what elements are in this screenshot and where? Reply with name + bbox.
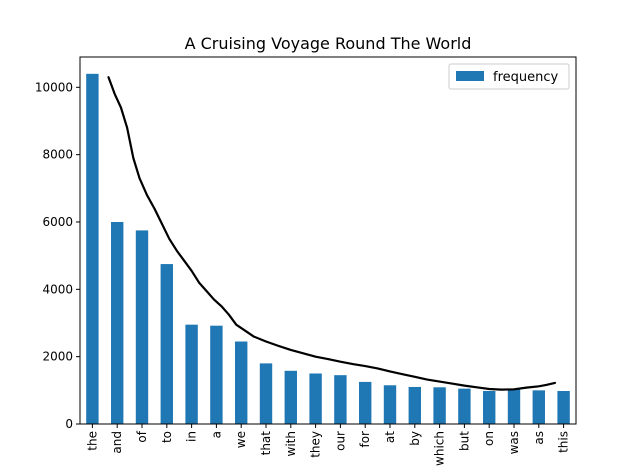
bar-this: [557, 391, 570, 424]
x-tick-label-they: they: [309, 431, 323, 458]
legend: frequency: [448, 63, 570, 90]
x-tick-label-by: by: [408, 431, 422, 446]
x-tick-label-that: that: [259, 431, 273, 456]
x-tick-label-which: which: [433, 431, 447, 466]
legend-swatch: [456, 71, 484, 81]
legend-box: [448, 63, 570, 90]
trend-line: [107, 76, 557, 391]
bar-at: [383, 385, 397, 424]
x-tick-label-we: we: [234, 431, 248, 448]
y-tick-label: 6000: [42, 215, 73, 229]
y-tick-label: 10000: [35, 80, 73, 94]
y-tick-label: 4000: [42, 282, 73, 296]
bar-by: [408, 386, 421, 424]
y-tick-label: 2000: [42, 350, 73, 364]
chart-title: A Cruising Voyage Round The World: [185, 34, 472, 53]
x-tick-label-for: for: [358, 431, 372, 448]
x-tick-label-this: this: [557, 431, 571, 453]
x-tick-label-on: on: [482, 431, 496, 446]
bar-on: [483, 391, 496, 424]
bar-of: [135, 230, 149, 424]
bar-in: [185, 324, 198, 424]
x-tick-label-the: the: [85, 431, 99, 451]
legend-label: frequency: [493, 70, 559, 85]
bar-with: [284, 370, 297, 424]
trend-line-group: [107, 76, 557, 391]
bar-a: [210, 325, 223, 424]
bar-as: [532, 390, 545, 424]
x-tick-label-with: with: [284, 431, 298, 456]
bar-was: [507, 388, 521, 424]
y-tick-label: 8000: [42, 148, 73, 162]
bar-for: [359, 381, 372, 424]
bar-that: [259, 363, 273, 424]
x-tick-label-at: at: [383, 431, 397, 443]
y-tick-label: 0: [65, 417, 73, 431]
x-tick-label-and: and: [110, 431, 124, 454]
x-tick-label-but: but: [457, 431, 471, 451]
y-axis: 0 2000 4000 6000 8000 10000: [35, 80, 80, 431]
bar-which: [433, 387, 446, 424]
bars-group: [86, 73, 570, 424]
bar-but: [458, 388, 471, 424]
plot-frame: [79, 56, 577, 425]
bar-they: [309, 373, 322, 424]
bar-we: [235, 341, 248, 424]
bar-and: [111, 221, 124, 424]
x-axis: the and of to in a we that with they our for at by whi…: [85, 424, 571, 466]
bar-our: [334, 375, 347, 424]
x-tick-label-a: a: [209, 431, 223, 438]
bar-the: [86, 73, 99, 424]
bar-to: [160, 264, 173, 424]
x-tick-label-as: as: [532, 431, 546, 445]
x-tick-label-was: was: [507, 431, 521, 454]
x-tick-label-our: our: [333, 431, 347, 451]
x-tick-label-to: to: [160, 431, 174, 443]
x-tick-label-in: in: [185, 431, 199, 442]
x-tick-label-of: of: [135, 430, 149, 442]
